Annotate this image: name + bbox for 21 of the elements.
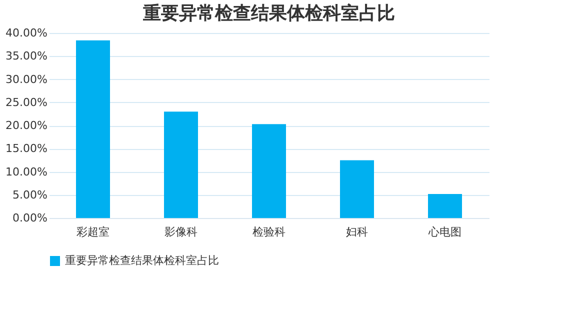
x-tick-label: 彩超室 xyxy=(76,226,110,238)
y-tick-label: 20.00% xyxy=(6,119,48,132)
y-tick-label: 30.00% xyxy=(6,72,48,86)
x-tick-label: 影像科 xyxy=(164,226,198,238)
legend-label: 重要异常检查结果体检科室占比 xyxy=(65,254,219,267)
bar xyxy=(428,194,462,218)
y-tick-label: 0.00% xyxy=(12,212,48,224)
bar xyxy=(76,40,110,218)
x-tick-label: 妇科 xyxy=(346,226,368,238)
y-tick-label: 5.00% xyxy=(12,188,48,202)
x-tick-label: 检验科 xyxy=(252,226,286,238)
x-tick-label: 心电图 xyxy=(428,226,462,238)
y-tick-label: 35.00% xyxy=(6,50,48,63)
y-tick-label: 40.00% xyxy=(6,26,48,40)
bar xyxy=(252,124,286,218)
y-tick-label: 25.00% xyxy=(6,96,48,109)
y-tick-label: 15.00% xyxy=(6,142,48,156)
y-tick-label: 10.00% xyxy=(6,165,48,178)
bar xyxy=(340,160,374,218)
chart-title: 重要异常检查结果体检科室占比 xyxy=(142,3,395,24)
bar xyxy=(164,112,198,218)
